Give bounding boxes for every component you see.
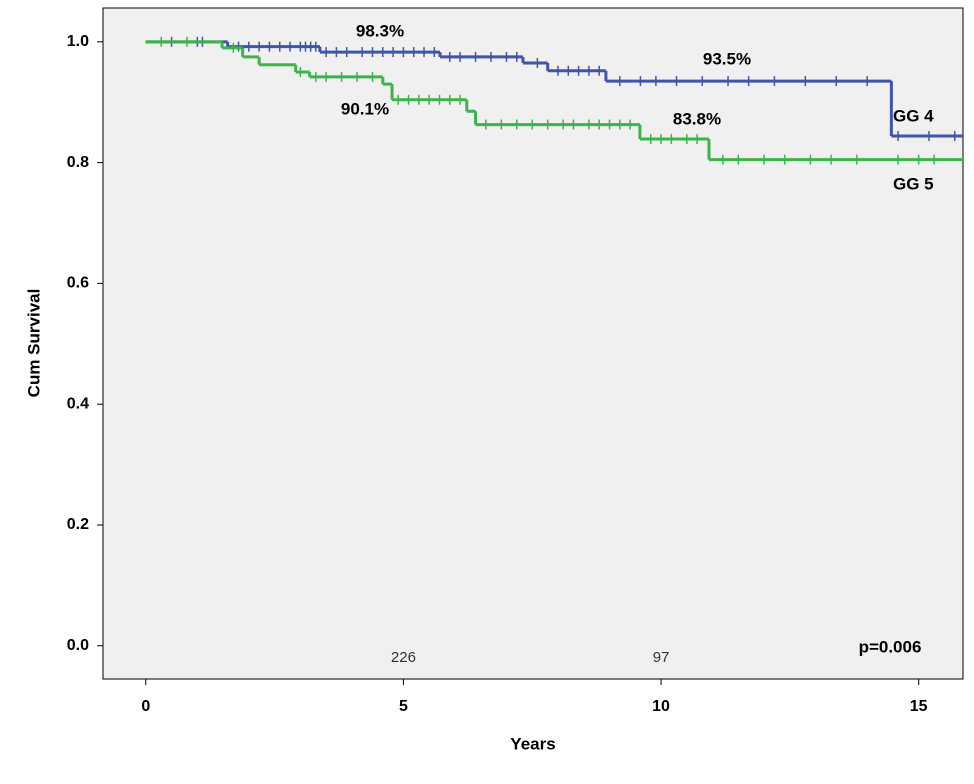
x-axis-label: Years	[510, 734, 555, 753]
y-tick-label: 0.2	[67, 516, 89, 533]
at-risk-label: 226	[391, 649, 416, 666]
y-tick-label: 1.0	[67, 33, 89, 50]
series-label: GG 5	[893, 174, 934, 193]
annotation: 90.1%	[341, 99, 389, 118]
x-tick-label: 0	[141, 698, 150, 715]
y-tick-label: 0.4	[67, 395, 89, 412]
annotation: 98.3%	[356, 21, 404, 40]
series-label: GG 4	[893, 106, 934, 125]
at-risk-label: 97	[653, 649, 670, 666]
y-axis-label: Cum Survival	[24, 289, 43, 398]
y-tick-label: 0.0	[67, 637, 89, 654]
y-tick-label: 0.6	[67, 275, 89, 292]
y-tick-label: 0.8	[67, 154, 89, 171]
plot-area	[102, 7, 964, 680]
annotation: p=0.006	[859, 637, 922, 656]
x-tick-label: 5	[399, 698, 408, 715]
x-tick-label: 10	[652, 698, 670, 715]
annotation: 93.5%	[703, 49, 751, 68]
x-tick-label: 15	[910, 698, 928, 715]
annotation: 83.8%	[673, 109, 721, 128]
